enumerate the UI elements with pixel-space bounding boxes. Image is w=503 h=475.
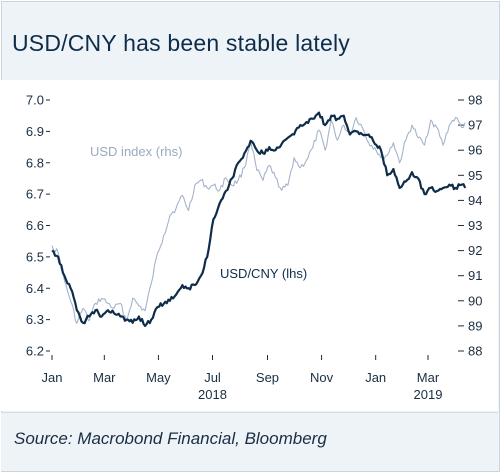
chart-axes: 6.2 6.3 6.4 6.5 6.6 6.7 6.8 6.9 7.0 88 89 90 91 92 93 9… <box>26 93 483 403</box>
y-left-tick-label: 6.9 <box>26 124 44 139</box>
source-note: Source: Macrobond Financial, Bloomberg <box>14 429 327 448</box>
chart-title: USD/CNY has been stable lately <box>12 30 350 56</box>
x-tick-label: Mar <box>93 370 116 385</box>
y-right-tick-label: 89 <box>468 318 482 333</box>
y-right-tick-label: 88 <box>468 344 482 359</box>
y-right-tick-label: 90 <box>468 293 482 308</box>
x-tick-label: Mar <box>417 370 440 385</box>
source-band <box>1 412 498 471</box>
x-tick-label: Sep <box>256 370 279 385</box>
y-left-tick-label: 6.2 <box>26 344 44 359</box>
x-year-label: 2019 <box>414 387 443 402</box>
y-left-tick-label: 6.7 <box>26 187 44 202</box>
y-right-tick-label: 93 <box>468 218 482 233</box>
y-right-tick-label: 95 <box>468 168 482 183</box>
series-usd-index-line <box>51 117 466 324</box>
x-year-label: 2018 <box>198 387 227 402</box>
annotation-usdcny: USD/CNY (lhs) <box>220 266 307 281</box>
y-left-tick-label: 6.6 <box>26 218 44 233</box>
y-right-tick-label: 98 <box>468 93 482 108</box>
x-tick-label: Nov <box>310 370 334 385</box>
x-tick-label: Jan <box>42 370 63 385</box>
x-tick-label: Jul <box>204 370 221 385</box>
y-left-tick-label: 6.8 <box>26 155 44 170</box>
chart-series <box>51 111 467 327</box>
y-right-tick-label: 97 <box>468 118 482 133</box>
y-left-tick-label: 6.3 <box>26 312 44 327</box>
y-left-tick-label: 6.4 <box>26 281 44 296</box>
y-right-tick-label: 92 <box>468 243 482 258</box>
y-left-tick-label: 6.5 <box>26 249 44 264</box>
y-right-tick-label: 96 <box>468 143 482 158</box>
y-right-tick-label: 91 <box>468 268 482 283</box>
x-tick-label: Jan <box>365 370 386 385</box>
chart-annotations: USD index (rhs) USD/CNY (lhs) <box>90 144 307 281</box>
x-tick-label: May <box>146 370 171 385</box>
y-left-tick-label: 7.0 <box>26 93 44 108</box>
annotation-usd-index: USD index (rhs) <box>90 144 182 159</box>
series-usdcny-line <box>51 111 467 327</box>
y-right-tick-label: 94 <box>468 193 482 208</box>
plot-background <box>1 80 498 411</box>
